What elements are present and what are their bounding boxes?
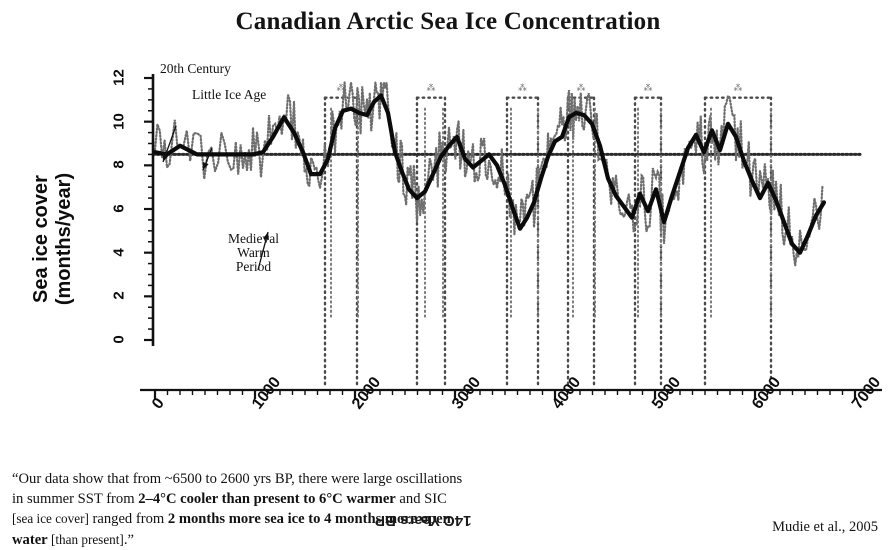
annotation-arrows-group (162, 125, 269, 271)
axes-group (140, 74, 882, 399)
y-tick-label: 10 (110, 112, 128, 130)
annotation-arrow-head (263, 232, 269, 240)
y-tick-label: 0 (110, 335, 128, 344)
quote-part-1: “Our data show that from ~6500 to 2600 y… (12, 471, 463, 507)
chart-annotation-label: Little Ice Age (192, 87, 267, 102)
annotation-arrow-head (203, 162, 209, 170)
y-tick-label: 6 (110, 204, 128, 213)
quote-bracket-1: [sea ice cover] (12, 511, 89, 527)
interval-box-mark: ⁂ (518, 83, 527, 93)
y-tick-label: 8 (110, 160, 128, 169)
quote-bold-2: 2 months more sea ice to 4 months more o… (12, 511, 451, 548)
envelope-curve-group (153, 82, 824, 320)
sea-ice-plot: ⁂ ⁂ ⁂ ⁂ ⁂ ⁂ (140, 74, 882, 399)
quote-part-3: ranged from (88, 511, 168, 528)
y-tick-label: 4 (110, 247, 128, 257)
quote-bracket-2: [than present] (47, 531, 124, 547)
citation: Mudie et al., 2005 (772, 519, 878, 535)
annotation-arrow-head (162, 154, 169, 162)
page-title: Canadian Arctic Sea Ice Concentration (235, 8, 661, 35)
interval-box-mark: ⁂ (577, 83, 586, 93)
x-axis-caption-inverted: 14C Years BP (375, 512, 472, 529)
quotation-text: “Our data show that from ~6500 to 2600 y… (12, 470, 464, 550)
interval-box-mark: ⁂ (337, 83, 346, 93)
interval-box-mark: ⁂ (644, 83, 653, 93)
chart-annotation-label: Medieval Warm Period (228, 231, 279, 274)
y-tick-label: 12 (110, 69, 128, 86)
sea-ice-smoothed-curve (152, 93, 827, 255)
y-tick-label: 2 (110, 291, 128, 300)
chart-annotation-label: 20th Century (160, 61, 231, 76)
interval-box-mark: ⁂ (734, 83, 743, 93)
sea-ice-curve-group (152, 93, 827, 255)
quote-bold-1: 2–4°C cooler than present to 6°C warmer (138, 490, 396, 507)
quote-part-4: .” (123, 531, 134, 548)
quote-part-2: and SIC (395, 490, 447, 507)
interval-box-mark: ⁂ (427, 83, 436, 93)
